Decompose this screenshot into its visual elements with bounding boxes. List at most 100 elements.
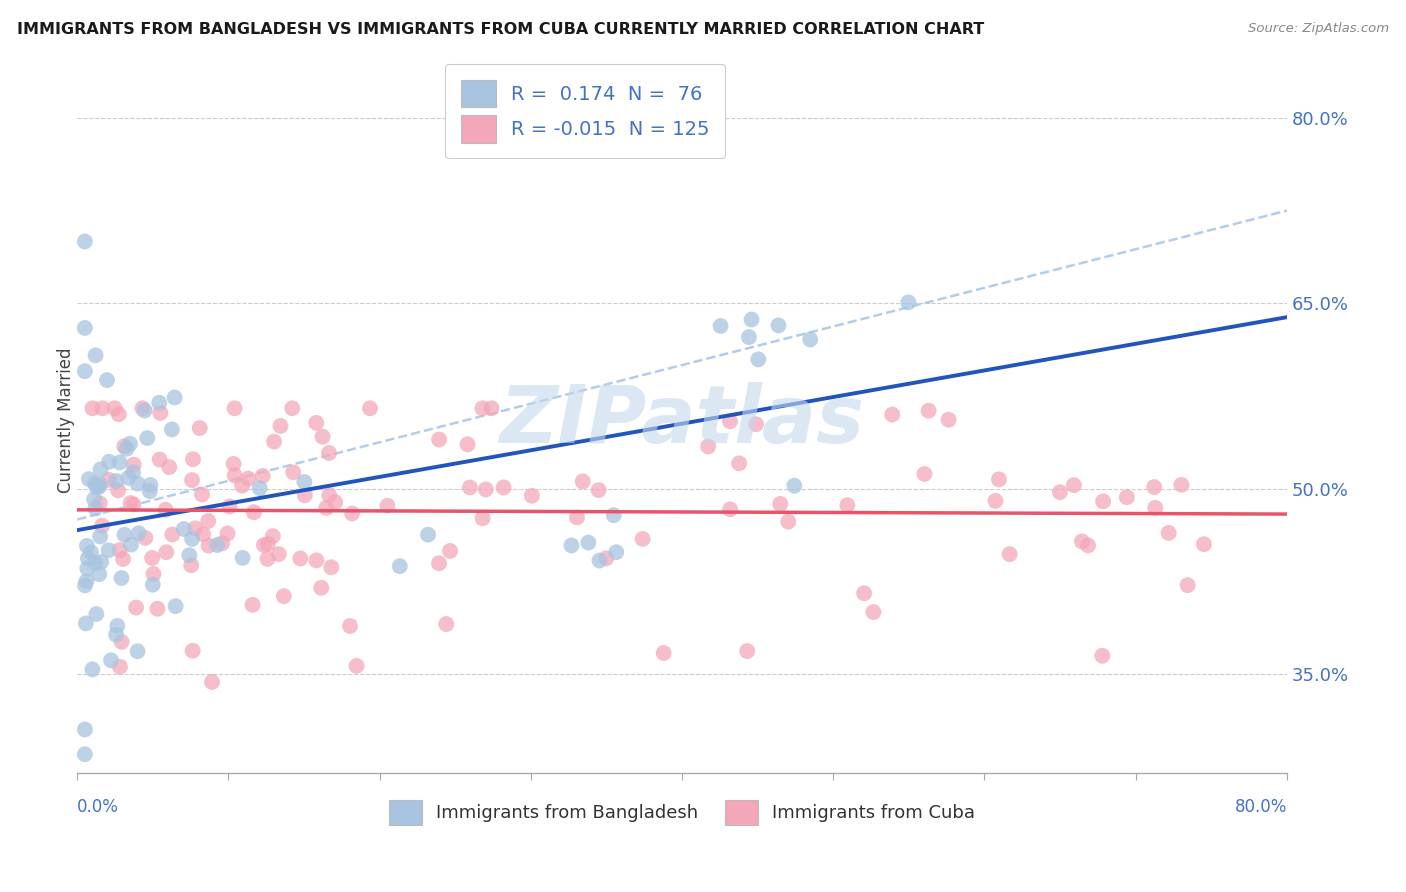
Point	[142, 578, 165, 592]
Point	[938, 413, 960, 427]
Point	[346, 659, 368, 673]
Point	[162, 527, 184, 541]
Point	[1091, 648, 1114, 663]
Point	[75, 574, 97, 588]
Point	[163, 391, 186, 405]
Point	[89, 477, 111, 491]
Point	[256, 552, 278, 566]
Point	[1170, 478, 1192, 492]
Point	[1157, 525, 1180, 540]
Point	[292, 475, 315, 489]
Point	[359, 401, 381, 416]
Point	[108, 659, 131, 673]
Point	[738, 330, 761, 344]
Point	[318, 446, 340, 460]
Point	[987, 472, 1010, 486]
Point	[218, 500, 240, 514]
Point	[138, 484, 160, 499]
Point	[263, 434, 285, 449]
Point	[232, 550, 254, 565]
Point	[917, 403, 939, 417]
Point	[181, 532, 204, 546]
Point	[211, 536, 233, 550]
Point	[262, 529, 284, 543]
Point	[73, 578, 96, 592]
Point	[471, 401, 494, 416]
Point	[769, 497, 792, 511]
Point	[149, 452, 172, 467]
Point	[1063, 478, 1085, 492]
Point	[747, 352, 769, 367]
Point	[173, 522, 195, 536]
Point	[118, 436, 141, 450]
Point	[90, 555, 112, 569]
Point	[520, 489, 543, 503]
Point	[83, 492, 105, 507]
Point	[181, 452, 204, 467]
Point	[377, 499, 399, 513]
Point	[799, 333, 821, 347]
Point	[783, 479, 806, 493]
Point	[181, 644, 204, 658]
Point	[283, 466, 305, 480]
Point	[73, 364, 96, 378]
Point	[1077, 538, 1099, 552]
Point	[290, 551, 312, 566]
Point	[87, 480, 110, 494]
Point	[127, 476, 149, 491]
Point	[131, 401, 153, 416]
Point	[127, 644, 149, 658]
Point	[128, 526, 150, 541]
Point	[76, 539, 98, 553]
Point	[1144, 500, 1167, 515]
Point	[84, 501, 107, 516]
Point	[242, 598, 264, 612]
Point	[73, 723, 96, 737]
Point	[257, 537, 280, 551]
Point	[82, 401, 104, 416]
Point	[709, 318, 731, 333]
Point	[83, 476, 105, 491]
Point	[89, 496, 111, 510]
Point	[416, 527, 439, 541]
Point	[110, 571, 132, 585]
Point	[117, 471, 139, 485]
Point	[148, 396, 170, 410]
Point	[1192, 537, 1215, 551]
Point	[165, 599, 187, 614]
Point	[853, 586, 876, 600]
Point	[718, 502, 741, 516]
Point	[652, 646, 675, 660]
Point	[111, 635, 134, 649]
Point	[89, 462, 111, 476]
Point	[86, 607, 108, 621]
Y-axis label: Currently Married: Currently Married	[58, 348, 75, 493]
Text: 0.0%: 0.0%	[77, 797, 120, 815]
Point	[98, 455, 121, 469]
Point	[741, 312, 763, 326]
Point	[115, 442, 138, 456]
Point	[134, 403, 156, 417]
Point	[108, 455, 131, 469]
Point	[565, 510, 588, 524]
Point	[321, 560, 343, 574]
Point	[97, 473, 120, 487]
Point	[141, 551, 163, 566]
Point	[1143, 480, 1166, 494]
Point	[914, 467, 936, 481]
Point	[76, 561, 98, 575]
Point	[122, 458, 145, 472]
Point	[768, 318, 790, 333]
Point	[745, 417, 768, 432]
Point	[315, 500, 337, 515]
Point	[89, 530, 111, 544]
Point	[305, 553, 328, 567]
Point	[84, 348, 107, 362]
Point	[122, 498, 145, 512]
Point	[318, 488, 340, 502]
Point	[136, 431, 159, 445]
Point	[984, 494, 1007, 508]
Point	[475, 483, 498, 497]
Point	[735, 644, 758, 658]
Point	[157, 460, 180, 475]
